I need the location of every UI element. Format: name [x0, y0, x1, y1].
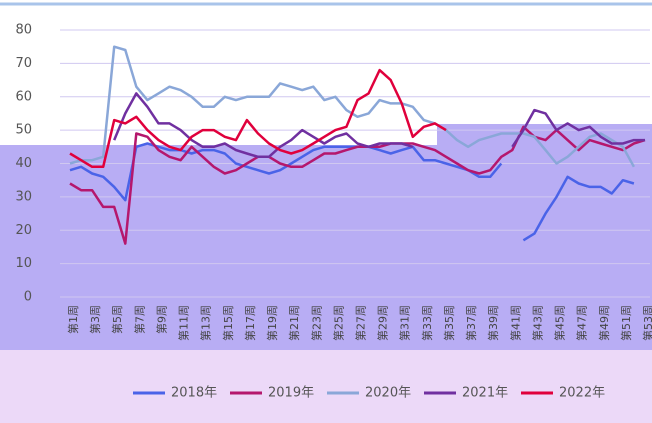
x-tick-label: 第37周: [464, 305, 478, 341]
x-tick-label: 第1周: [66, 305, 80, 334]
y-tick-label: 0: [24, 290, 32, 305]
x-tick-label: 第25周: [331, 305, 345, 341]
legend-label: 2018年: [171, 386, 217, 401]
x-tick-label: 第29周: [376, 305, 390, 341]
x-tick-label: 第11周: [177, 305, 191, 341]
x-tick-label: 第27周: [354, 305, 368, 341]
y-tick-label: 40: [15, 156, 32, 171]
x-tick-label: 第39周: [486, 305, 500, 341]
legend-label: 2019年: [268, 386, 314, 401]
series-line: [69, 142, 635, 242]
series-line: [69, 68, 447, 169]
series-line: [113, 92, 645, 159]
x-tick-label: 第47周: [575, 305, 589, 341]
x-tick-label: 第49周: [597, 305, 611, 341]
x-tick-label: 第5周: [110, 305, 124, 334]
y-tick-label: 80: [15, 23, 32, 38]
y-tick-label: 20: [15, 223, 32, 238]
y-tick-label: 10: [15, 256, 32, 271]
x-tick-label: 第33周: [420, 305, 434, 341]
y-tick-label: 60: [15, 89, 32, 104]
x-tick-label: 第13周: [199, 305, 213, 341]
x-tick-label: 第35周: [442, 305, 456, 341]
x-tick-label: 第31周: [398, 305, 412, 341]
x-tick-label: 第43周: [530, 305, 544, 341]
legend-label: 2020年: [365, 386, 411, 401]
x-tick-label: 第15周: [221, 305, 235, 341]
x-tick-label: 第7周: [132, 305, 146, 334]
y-tick-label: 70: [15, 56, 32, 71]
x-tick-label: 第53周: [641, 305, 652, 341]
x-tick-label: 第45周: [553, 305, 567, 341]
legend-label: 2022年: [559, 386, 605, 401]
legend-label: 2021年: [462, 386, 508, 401]
x-tick-label: 第9周: [154, 305, 168, 334]
overlay: [0, 145, 652, 350]
x-tick-label: 第3周: [88, 305, 102, 334]
x-tick-label: 第41周: [508, 305, 522, 341]
overlay: [437, 124, 652, 146]
y-tick-label: 30: [15, 189, 32, 204]
x-tick-label: 第17周: [243, 305, 257, 341]
x-tick-label: 第19周: [265, 305, 279, 341]
x-tick-label: 第23周: [309, 305, 323, 341]
x-tick-label: 第51周: [619, 305, 633, 341]
x-tick-label: 第21周: [287, 305, 301, 341]
overlay: [0, 350, 652, 423]
series-line: [69, 125, 646, 245]
y-tick-label: 50: [15, 123, 32, 138]
